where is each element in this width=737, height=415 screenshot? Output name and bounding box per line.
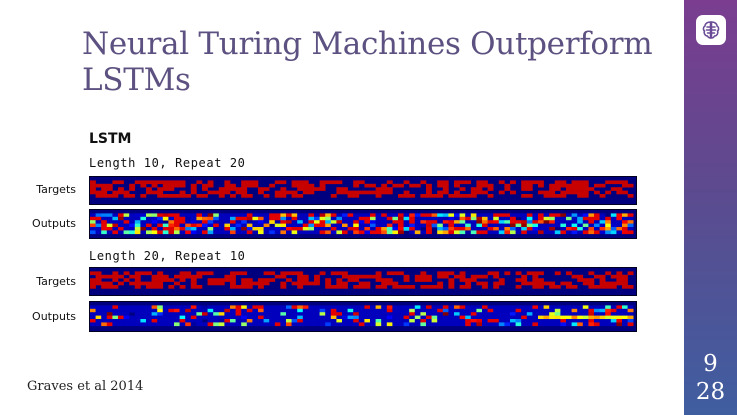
page-number: 9	[703, 351, 718, 377]
panel-2-targets-heatmap	[89, 267, 637, 296]
panel-1-outputs-heatmap	[89, 209, 637, 239]
panel-1-outputs-label: Outputs	[32, 217, 76, 230]
brain-icon	[696, 15, 726, 45]
panel-1-subtitle: Length 10, Repeat 20	[89, 156, 246, 170]
panel-2-outputs-heatmap	[89, 301, 637, 332]
panel-2-outputs-label: Outputs	[32, 310, 76, 323]
slide-title: Neural Turing Machines Outperform LSTMs	[82, 26, 653, 98]
panel-2-subtitle: Length 20, Repeat 10	[89, 249, 246, 263]
figure-heading: LSTM	[89, 131, 132, 147]
panel-1-targets-label: Targets	[36, 183, 76, 196]
citation: Graves et al 2014	[27, 379, 144, 394]
panel-1-targets-heatmap	[89, 176, 637, 205]
page-total: 28	[695, 379, 726, 405]
slide-sidebar: 9 28	[684, 0, 737, 415]
panel-2-targets-label: Targets	[36, 275, 76, 288]
